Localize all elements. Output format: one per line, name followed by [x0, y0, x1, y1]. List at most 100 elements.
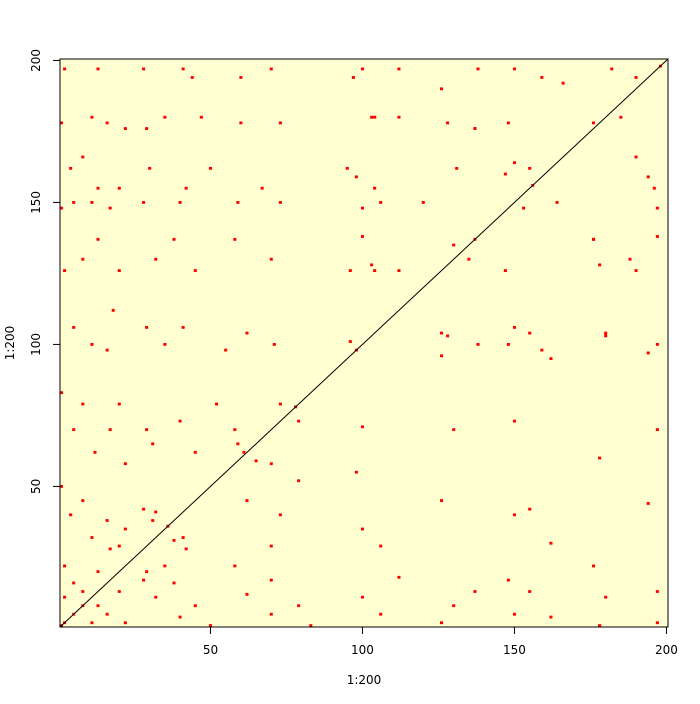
cell — [278, 402, 282, 406]
y-tick-label: 150 — [29, 191, 43, 214]
cell — [506, 121, 510, 125]
cell — [634, 155, 638, 159]
cell — [105, 519, 109, 522]
cell — [111, 308, 115, 312]
cell — [236, 442, 240, 446]
cell — [512, 67, 516, 71]
cell — [397, 269, 401, 272]
cell — [63, 595, 67, 599]
plot-frame — [59, 58, 669, 628]
cell — [503, 172, 507, 176]
cell — [239, 121, 243, 125]
cell — [348, 340, 352, 343]
cell — [178, 419, 182, 423]
cell — [379, 544, 383, 548]
cell — [172, 237, 176, 241]
cell — [63, 269, 67, 272]
cell — [452, 604, 456, 608]
cell — [512, 325, 516, 329]
cell — [224, 348, 228, 352]
cell — [72, 428, 76, 432]
cell — [373, 186, 377, 190]
cell — [655, 206, 659, 210]
cell — [90, 201, 94, 204]
cell — [506, 578, 510, 582]
cell — [96, 604, 100, 608]
diagonal-line — [59, 58, 669, 628]
cell — [72, 325, 76, 329]
cell — [81, 155, 85, 159]
cell — [528, 166, 532, 170]
cell — [646, 502, 650, 505]
cell — [151, 519, 155, 522]
cell — [348, 269, 352, 272]
cell — [297, 419, 301, 423]
cell — [236, 201, 240, 204]
cell — [81, 499, 85, 503]
cell — [655, 235, 659, 238]
cell — [163, 343, 167, 346]
cell — [604, 334, 608, 338]
cell — [549, 541, 553, 545]
cell — [269, 544, 273, 548]
cell — [63, 564, 67, 568]
cell — [555, 201, 559, 204]
cell — [145, 428, 149, 432]
cell — [512, 513, 516, 517]
cell — [123, 127, 127, 130]
cell — [628, 257, 632, 261]
cell — [655, 428, 659, 432]
cell — [96, 237, 100, 241]
cell — [269, 462, 273, 466]
cell — [455, 166, 459, 170]
cell — [245, 331, 249, 335]
cell — [360, 206, 364, 210]
y-tick-label: 50 — [29, 479, 43, 494]
cell — [397, 575, 401, 579]
cell — [260, 186, 264, 190]
cell — [278, 121, 282, 125]
cell — [108, 547, 112, 551]
cell — [452, 243, 456, 247]
cell — [142, 67, 146, 71]
cell — [512, 419, 516, 423]
cell — [199, 115, 203, 119]
cell — [117, 402, 121, 406]
cell — [452, 428, 456, 432]
cell — [172, 538, 176, 542]
cell — [60, 121, 64, 125]
cell — [123, 462, 127, 466]
cell — [193, 269, 197, 272]
cell — [242, 450, 246, 454]
cell — [142, 578, 146, 582]
cell — [60, 391, 64, 395]
cell — [354, 175, 358, 179]
cell — [60, 485, 64, 488]
cell — [181, 67, 185, 71]
cell — [512, 161, 516, 165]
cell — [522, 206, 526, 210]
cell — [184, 547, 188, 551]
cell — [269, 578, 273, 582]
x-tick-label: 150 — [503, 643, 526, 657]
cell — [178, 201, 182, 204]
cell — [69, 513, 73, 517]
cell — [96, 67, 100, 71]
cell — [440, 354, 444, 358]
cell — [81, 590, 85, 593]
cell — [540, 348, 544, 352]
cell — [148, 166, 152, 170]
cell — [646, 175, 650, 179]
cell — [646, 351, 650, 355]
cell — [154, 595, 158, 599]
cell — [154, 257, 158, 261]
x-tick-label: 50 — [203, 643, 218, 657]
cell — [528, 590, 532, 593]
cell — [360, 67, 364, 71]
cell — [90, 115, 94, 119]
cell — [178, 615, 182, 619]
cell — [549, 615, 553, 619]
cell — [81, 402, 85, 406]
cell — [655, 590, 659, 593]
cell — [272, 343, 276, 346]
